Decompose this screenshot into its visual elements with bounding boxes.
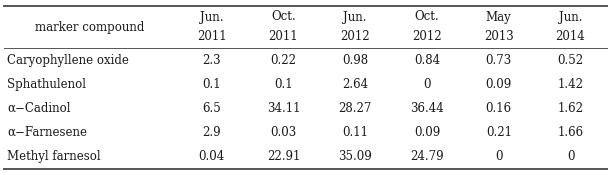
Text: Caryophyllene oxide: Caryophyllene oxide xyxy=(7,54,129,67)
Text: Jun.: Jun. xyxy=(559,10,582,23)
Text: 2011: 2011 xyxy=(269,30,298,43)
Text: 0.09: 0.09 xyxy=(414,126,440,139)
Text: 2012: 2012 xyxy=(412,30,442,43)
Text: Oct.: Oct. xyxy=(271,10,296,23)
Text: 2.9: 2.9 xyxy=(202,126,221,139)
Text: 0.73: 0.73 xyxy=(486,54,512,67)
Text: 0.04: 0.04 xyxy=(199,150,225,163)
Text: 1.66: 1.66 xyxy=(557,126,584,139)
Text: 0.52: 0.52 xyxy=(557,54,584,67)
Text: 2012: 2012 xyxy=(340,30,370,43)
Text: Methyl farnesol: Methyl farnesol xyxy=(7,150,101,163)
Text: Sphathulenol: Sphathulenol xyxy=(7,78,86,91)
Text: 0.98: 0.98 xyxy=(342,54,368,67)
Text: 22.91: 22.91 xyxy=(267,150,300,163)
Text: 0.16: 0.16 xyxy=(486,102,512,115)
Text: 34.11: 34.11 xyxy=(267,102,300,115)
Text: 0.1: 0.1 xyxy=(202,78,221,91)
Text: α−Farnesene: α−Farnesene xyxy=(7,126,87,139)
Text: 6.5: 6.5 xyxy=(202,102,221,115)
Text: 0: 0 xyxy=(567,150,574,163)
Text: Jun.: Jun. xyxy=(343,10,367,23)
Text: 2.3: 2.3 xyxy=(202,54,221,67)
Text: 0.22: 0.22 xyxy=(271,54,296,67)
Text: 24.79: 24.79 xyxy=(410,150,444,163)
Text: 36.44: 36.44 xyxy=(410,102,444,115)
Text: 0.84: 0.84 xyxy=(414,54,440,67)
Text: 2011: 2011 xyxy=(197,30,227,43)
Text: 1.62: 1.62 xyxy=(557,102,584,115)
Text: 0.09: 0.09 xyxy=(486,78,512,91)
Text: 28.27: 28.27 xyxy=(338,102,372,115)
Text: marker compound: marker compound xyxy=(35,20,145,33)
Text: 2014: 2014 xyxy=(555,30,585,43)
Text: Jun.: Jun. xyxy=(200,10,224,23)
Text: 2013: 2013 xyxy=(484,30,514,43)
Text: 2.64: 2.64 xyxy=(342,78,368,91)
Text: 0.11: 0.11 xyxy=(342,126,368,139)
Text: 1.42: 1.42 xyxy=(557,78,584,91)
Text: 0.03: 0.03 xyxy=(270,126,296,139)
Text: 0: 0 xyxy=(495,150,502,163)
Text: May: May xyxy=(486,10,511,23)
Text: 0.1: 0.1 xyxy=(274,78,293,91)
Text: α−Cadinol: α−Cadinol xyxy=(7,102,70,115)
Text: 0: 0 xyxy=(423,78,431,91)
Text: 0.21: 0.21 xyxy=(486,126,512,139)
Text: 35.09: 35.09 xyxy=(338,150,372,163)
Text: Oct.: Oct. xyxy=(415,10,439,23)
